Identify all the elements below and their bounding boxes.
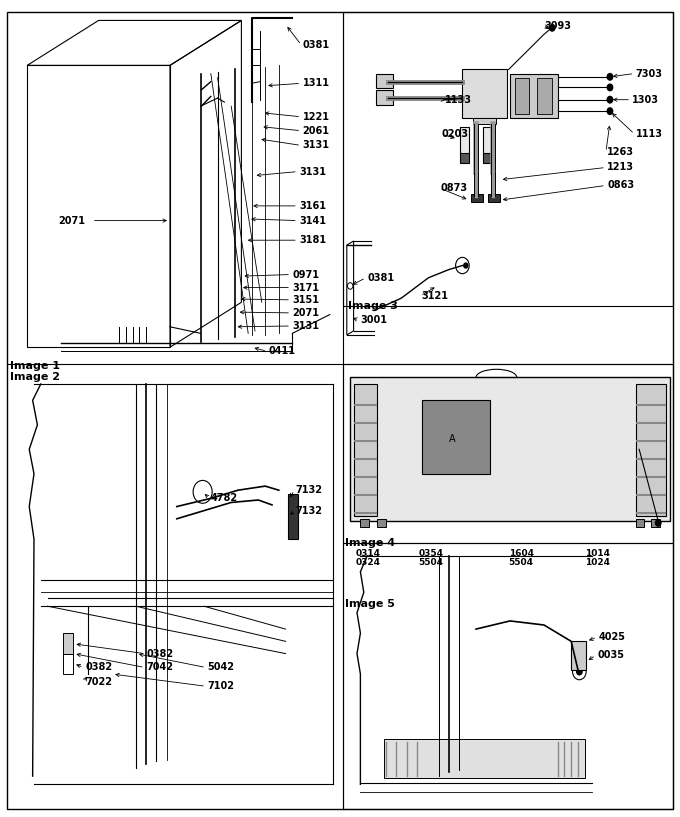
Text: 1113: 1113 (636, 129, 663, 139)
Text: 5042: 5042 (207, 663, 235, 672)
Text: 3131: 3131 (303, 141, 330, 150)
Text: 1311: 1311 (303, 78, 330, 88)
Text: 0382: 0382 (146, 649, 173, 659)
Bar (462, 69, 507, 118)
Text: 3161: 3161 (299, 201, 326, 211)
Bar (483, 127, 492, 155)
Text: 2061: 2061 (303, 126, 330, 136)
Bar (343, 12, 673, 306)
Text: 0314: 0314 (356, 548, 381, 558)
Text: 3093: 3093 (544, 21, 571, 31)
Bar (460, 153, 469, 163)
Text: 4025: 4025 (598, 632, 626, 642)
Bar (350, 377, 670, 521)
Text: 3131: 3131 (299, 167, 326, 176)
Text: 0381: 0381 (303, 40, 330, 50)
Bar (636, 519, 644, 527)
Text: Image 3: Image 3 (348, 301, 398, 310)
Bar (460, 127, 469, 155)
Text: 1604: 1604 (509, 548, 534, 558)
Circle shape (607, 108, 613, 114)
Bar (483, 153, 492, 163)
Text: 3121: 3121 (422, 291, 449, 301)
Text: 3171: 3171 (292, 283, 320, 292)
Text: 3131: 3131 (292, 321, 320, 331)
Text: 2071: 2071 (292, 308, 320, 318)
Text: 7022: 7022 (85, 677, 112, 687)
Text: 0382: 0382 (85, 663, 112, 672)
Text: 0411: 0411 (269, 346, 296, 356)
Text: 3181: 3181 (299, 235, 326, 245)
Circle shape (464, 263, 468, 268)
Bar (343, 364, 673, 543)
Text: 0354: 0354 (418, 548, 443, 558)
Text: 0035: 0035 (597, 650, 624, 660)
Text: 1213: 1213 (607, 163, 634, 172)
Text: 1024: 1024 (585, 558, 610, 568)
Text: Image 1: Image 1 (10, 361, 61, 371)
Bar (571, 641, 586, 670)
Text: 1303: 1303 (632, 95, 660, 105)
Bar (376, 90, 393, 105)
Text: 3141: 3141 (299, 216, 326, 225)
Text: 7132: 7132 (296, 506, 323, 516)
Bar (651, 519, 660, 527)
Text: 4782: 4782 (211, 493, 238, 503)
Text: 2071: 2071 (58, 216, 85, 225)
Text: A: A (449, 434, 456, 444)
Text: 0203: 0203 (442, 129, 469, 139)
Text: Image 2: Image 2 (10, 372, 61, 382)
Text: 7102: 7102 (207, 681, 235, 691)
Bar (422, 400, 490, 474)
Bar (636, 384, 666, 516)
Text: 3001: 3001 (360, 315, 388, 325)
Bar (376, 74, 393, 88)
Text: 1221: 1221 (303, 112, 330, 122)
Bar (288, 494, 298, 539)
Text: Image 5: Image 5 (345, 599, 395, 609)
Text: 5504: 5504 (418, 558, 443, 568)
Bar (510, 74, 558, 118)
Text: 1263: 1263 (607, 147, 634, 157)
Bar (488, 194, 500, 202)
Text: 0873: 0873 (441, 183, 468, 193)
Circle shape (607, 74, 613, 80)
Circle shape (607, 96, 613, 103)
Bar (63, 633, 73, 654)
Text: 0381: 0381 (367, 273, 394, 283)
Bar (384, 739, 585, 778)
Bar (515, 78, 529, 114)
Bar (343, 543, 673, 809)
Text: 0971: 0971 (292, 270, 320, 279)
Text: 0324: 0324 (356, 558, 381, 568)
Text: 7042: 7042 (146, 663, 173, 672)
Circle shape (577, 668, 582, 675)
Text: 0863: 0863 (607, 181, 634, 190)
Text: 3151: 3151 (292, 295, 320, 305)
Bar (63, 654, 73, 674)
Bar (377, 519, 386, 527)
Circle shape (656, 520, 661, 526)
Circle shape (549, 25, 555, 31)
Text: 7303: 7303 (636, 69, 663, 78)
Text: 5504: 5504 (509, 558, 534, 568)
Bar (473, 118, 496, 124)
Circle shape (607, 84, 613, 91)
Bar (471, 194, 483, 202)
Text: 1133: 1133 (445, 95, 473, 105)
Bar (354, 384, 377, 516)
Bar (360, 519, 369, 527)
Text: Image 4: Image 4 (345, 538, 396, 547)
Bar (537, 78, 552, 114)
Text: 7132: 7132 (296, 485, 323, 495)
Text: 1014: 1014 (585, 548, 610, 558)
